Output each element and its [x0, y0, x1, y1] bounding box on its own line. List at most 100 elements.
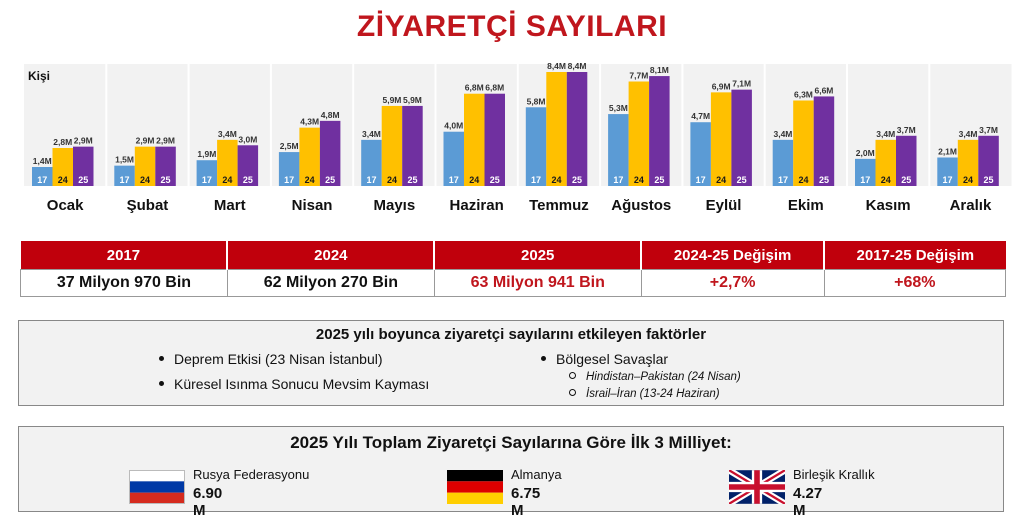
data-label: 7,1M [732, 79, 751, 89]
series-label: 25 [984, 175, 994, 185]
bar [134, 146, 156, 186]
russia-flag-icon [129, 470, 185, 504]
data-label: 8,4M [547, 61, 566, 71]
data-label: 2,9M [136, 136, 155, 146]
data-label: 1,4M [33, 156, 52, 166]
page-title: ZİYARETÇİ SAYILARI [356, 10, 668, 43]
x-tick-label: Şubat [127, 197, 169, 214]
x-tick-label: Temmuz [529, 197, 589, 214]
series-label: 25 [243, 175, 253, 185]
value-2024: 62 Milyon 270 Bin [226, 269, 435, 297]
bar [710, 92, 732, 186]
series-label: 17 [943, 175, 953, 185]
x-tick-label: Ekim [788, 197, 824, 214]
series-label: 24 [552, 175, 562, 185]
data-label: 3,7M [897, 125, 916, 135]
data-label: 3,4M [773, 129, 792, 139]
x-tick-label: Ağustos [611, 197, 671, 214]
series-label: 24 [634, 175, 644, 185]
x-tick-label: Eylül [706, 197, 742, 214]
series-label: 24 [963, 175, 973, 185]
value-change-2017-25: +68% [823, 269, 1007, 297]
monthly-visitors-chart: Kişi 1,4M 17 2,8M 24 2,9M 25 Ocak 1,5M 17 2,9M 24 2,… [24, 61, 1012, 214]
data-label: 7,7M [629, 71, 648, 81]
series-label: 17 [120, 175, 130, 185]
x-tick-label: Mart [214, 197, 246, 214]
factor-item: Bölgesel Savaşlar [541, 351, 668, 367]
series-label: 25 [490, 175, 500, 185]
bar [114, 165, 135, 186]
bar [52, 148, 73, 186]
bar [155, 146, 176, 186]
country-name: Birleşik Krallık [793, 467, 875, 482]
bullet-icon [541, 355, 546, 361]
series-label: 17 [860, 175, 870, 185]
series-label: 25 [572, 175, 582, 185]
bar [464, 93, 485, 186]
series-label: 24 [305, 175, 315, 185]
data-label: 2,0M [856, 148, 875, 158]
bar [628, 81, 650, 186]
data-label: 4,0M [444, 121, 463, 131]
summary-header-row: 2017 2024 2025 2024-25 Değişim 2017-25 D… [20, 241, 1006, 270]
header-2024: 2024 [227, 241, 436, 270]
series-label: 25 [901, 175, 911, 185]
bar [525, 107, 547, 186]
series-label: 17 [449, 175, 459, 185]
series-label: 17 [696, 175, 706, 185]
data-label: 2,9M [74, 136, 93, 146]
bar [443, 131, 464, 186]
series-label: 25 [654, 175, 664, 185]
data-label: 2,8M [53, 137, 72, 147]
bar [855, 158, 876, 186]
series-label: 24 [798, 175, 808, 185]
data-label: 3,4M [959, 129, 978, 139]
bar [217, 139, 238, 186]
top-nationalities-title: 2025 Yılı Toplam Ziyaretçi Sayılarına Gö… [290, 433, 732, 452]
series-label: 17 [778, 175, 788, 185]
bullet-icon [159, 380, 164, 386]
x-tick-label: Nisan [292, 197, 333, 214]
bar [299, 127, 320, 186]
data-label: 3,4M [362, 129, 381, 139]
factor-subitem: İsrail–İran (13-24 Haziran) [569, 388, 720, 400]
country-value: 4.27 M [793, 485, 823, 519]
y-axis-label: Kişi [28, 69, 50, 83]
bar [896, 135, 917, 186]
data-label: 5,9M [382, 95, 401, 105]
bar [937, 157, 958, 186]
data-label: 1,9M [197, 149, 216, 159]
series-label: 17 [202, 175, 212, 185]
header-2017: 2017 [20, 241, 229, 270]
bar [813, 96, 835, 186]
bar [690, 122, 711, 186]
bar [319, 120, 341, 186]
data-label: 5,8M [527, 96, 546, 106]
bar [278, 152, 300, 186]
bar [196, 160, 218, 186]
bar [566, 72, 588, 186]
bar [73, 146, 94, 186]
data-label: 8,1M [650, 65, 669, 75]
series-label: 24 [222, 175, 232, 185]
uk-flag-icon [729, 470, 785, 504]
country-value: 6.75 M [511, 485, 541, 519]
series-label: 17 [284, 175, 294, 185]
bar [772, 139, 794, 186]
factor-subitem: Hindistan–Pakistan (24 Nisan) [569, 371, 741, 383]
bar [731, 89, 752, 186]
series-label: 25 [737, 175, 747, 185]
country-name: Almanya [511, 467, 562, 482]
bar [978, 135, 999, 186]
x-tick-label: Kasım [866, 197, 911, 214]
series-label: 24 [469, 175, 479, 185]
factor-item: Deprem Etkisi (23 Nisan İstanbul) [159, 351, 383, 367]
bar [875, 139, 896, 186]
factor-item: Küresel Isınma Sonucu Mevsim Kayması [159, 376, 429, 392]
bar [32, 167, 53, 186]
data-label: 3,4M [218, 129, 237, 139]
bar [608, 114, 629, 186]
value-change-2024-25: +2,7% [640, 269, 825, 297]
top-nationalities-panel: 2025 Yılı Toplam Ziyaretçi Sayılarına Gö… [18, 426, 1004, 519]
bar [793, 100, 814, 186]
